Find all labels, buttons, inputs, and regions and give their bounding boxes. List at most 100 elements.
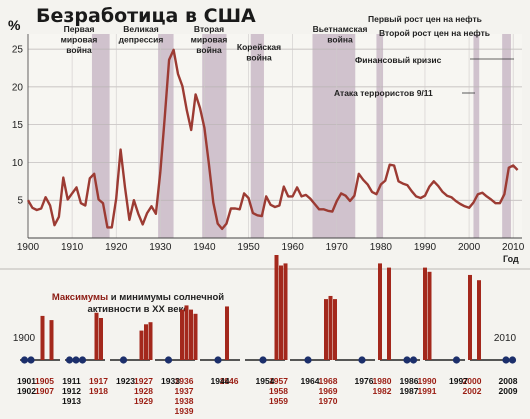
max-bar-1937	[184, 305, 189, 360]
max-year-label-1969: 1969	[319, 386, 338, 396]
max-bar-1982	[387, 267, 391, 360]
shaded-period-4	[250, 34, 264, 238]
max-year-label-1968: 1968	[319, 376, 338, 386]
max-bar-1957	[274, 255, 279, 360]
max-year-label-1991: 1991	[418, 386, 437, 396]
min-dot-1964	[304, 356, 312, 364]
solar-subtitle-line2: активности в XX веке	[87, 304, 188, 315]
max-year-label-2002: 2002	[463, 386, 482, 396]
max-bar-1938	[189, 309, 193, 360]
event-label-ww1: Первая	[64, 24, 95, 34]
min-year-label-1954: 1954	[256, 376, 275, 386]
event-label-korea: Корейская	[237, 42, 281, 52]
max-year-label-1939: 1939	[175, 406, 194, 416]
max-year-label-1957: 1957	[269, 376, 288, 386]
max-bar-1929	[148, 322, 153, 360]
min-year-label-1923: 1923	[116, 376, 135, 386]
shaded-period-8	[502, 34, 511, 238]
max-year-label-1959: 1959	[269, 396, 288, 406]
max-bar-1927	[139, 330, 144, 360]
y-tick-label: 15	[12, 120, 24, 131]
x-tick-label: 1920	[105, 242, 128, 253]
max-year-label-1929: 1929	[134, 396, 153, 406]
max-bar-2002	[477, 280, 481, 360]
event-label-oil-1: Первый рост цен на нефть	[368, 14, 482, 24]
x-tick-label: 2000	[458, 242, 481, 253]
max-year-label-1958: 1958	[269, 386, 288, 396]
max-bar-1917	[94, 312, 99, 360]
max-year-label-1918: 1918	[89, 386, 108, 396]
x-tick-label: 1990	[414, 242, 437, 253]
plot-area	[28, 34, 522, 238]
max-year-label-1905: 1905	[35, 376, 54, 386]
min-year-label-1944: 1944	[211, 376, 230, 386]
x-tick-label: 1910	[61, 242, 84, 253]
max-year-label-1938: 1938	[175, 396, 194, 406]
max-bar-1958	[279, 265, 283, 360]
min-year-label-1997: 1997	[449, 376, 468, 386]
min-dot-1933	[164, 356, 173, 364]
event-label-ww2: война	[196, 45, 222, 55]
event-label-ww1: война	[66, 45, 92, 55]
min-year-label-1902: 1902	[17, 386, 36, 396]
y-tick-label: 25	[12, 45, 24, 56]
min-dot-1944	[214, 356, 222, 364]
max-year-label-1917: 1917	[89, 376, 108, 386]
shaded-period-5	[312, 34, 350, 238]
max-bar-1928	[144, 324, 148, 360]
max-bar-1939	[193, 313, 198, 360]
min-dot-1976	[358, 356, 366, 364]
solar-subtitle-rest: и минимумы солнечной	[111, 292, 224, 303]
y-tick-label: 10	[12, 158, 24, 169]
solar-subtitle: Максимумы и минимумы солнечной	[52, 292, 224, 303]
shaded-period-6	[349, 34, 356, 238]
max-bar-1907	[49, 320, 54, 360]
shaded-period-9	[473, 34, 480, 238]
min-dot-1901	[20, 356, 29, 364]
min-dot-2009	[508, 356, 517, 364]
max-bar-1969	[328, 295, 333, 360]
shaded-period-2	[158, 34, 174, 238]
min-dot-1986	[403, 356, 411, 364]
x-tick-label: 1930	[149, 242, 172, 253]
min-year-label-1913: 1913	[62, 396, 81, 406]
max-year-label-1982: 1982	[373, 386, 392, 396]
event-label-vietnam: война	[327, 35, 353, 45]
max-year-label-1970: 1970	[319, 396, 338, 406]
min-dot-2008	[502, 356, 510, 364]
max-year-label-1907: 1907	[35, 386, 54, 396]
max-bar-1980	[378, 263, 382, 360]
min-year-label-1964: 1964	[301, 376, 320, 386]
min-dot-1913	[78, 356, 87, 364]
event-label-korea: война	[246, 53, 272, 63]
max-year-label-1937: 1937	[175, 386, 194, 396]
max-bar-1946	[225, 306, 229, 360]
x-tick-label: 1940	[193, 242, 216, 253]
min-year-label-1976: 1976	[355, 376, 374, 386]
min-year-label-1912: 1912	[62, 386, 81, 396]
event-label-ww1: мировая	[61, 35, 98, 45]
x-tick-label: 2010	[502, 242, 525, 253]
max-bar-1991	[427, 271, 432, 360]
max-bar-1968	[324, 299, 328, 360]
x-axis-label: Год	[503, 254, 519, 264]
min-year-label-2009: 2009	[499, 386, 518, 396]
max-bar-1918	[99, 318, 103, 360]
min-dot-1911	[65, 356, 74, 364]
y-tick-label: 20	[12, 82, 24, 93]
endpoint-start-label: 1900	[13, 333, 36, 344]
event-label-depression: Великая	[123, 24, 158, 34]
min-year-label-1986: 1986	[400, 376, 419, 386]
min-year-label-2008: 2008	[499, 376, 518, 386]
event-label-vietnam: Вьетнамская	[313, 24, 368, 34]
x-tick-label: 1950	[237, 242, 260, 253]
shaded-period-7	[376, 34, 384, 238]
x-tick-label: 1900	[17, 242, 40, 253]
max-year-label-1946: 1946	[220, 376, 239, 386]
max-bar-2000	[468, 274, 472, 360]
min-dot-1987	[409, 356, 418, 364]
unemployment-line	[26, 48, 519, 231]
x-tick-label: 1980	[370, 242, 393, 253]
